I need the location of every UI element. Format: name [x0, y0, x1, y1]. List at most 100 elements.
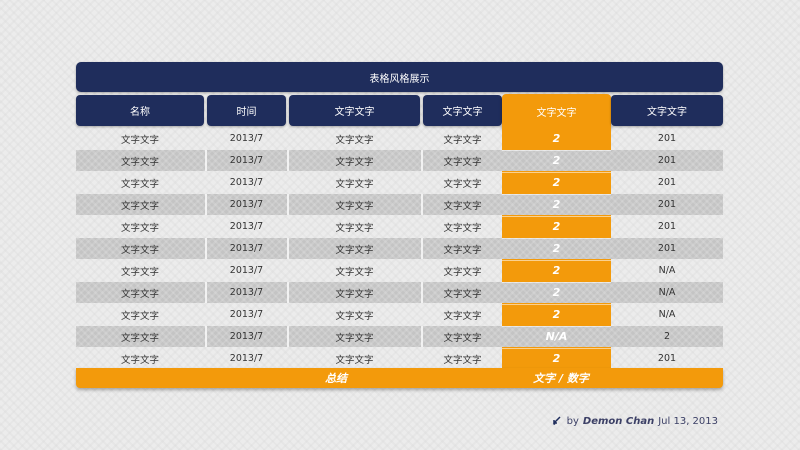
- table-cell: 2: [552, 286, 561, 299]
- footer-date: Jul 13, 2013: [658, 415, 718, 427]
- column-separator: [421, 282, 423, 303]
- header-col5-highlight: 文字文字: [502, 94, 611, 128]
- table-cell: 文字文字: [335, 134, 374, 146]
- table-cell: 2: [552, 154, 561, 167]
- table-cell: 2: [552, 198, 561, 211]
- header-col6: 文字文字: [611, 95, 723, 126]
- table-cell: 2: [663, 331, 671, 342]
- footer-by: by: [566, 415, 579, 427]
- column-separator: [205, 150, 207, 171]
- highlight-row-divider: [502, 172, 611, 173]
- table-cell: 文字文字: [443, 222, 482, 234]
- highlight-row-divider: [502, 194, 611, 195]
- table-cell: 文字文字: [335, 244, 374, 256]
- table-cell: 文字文字: [120, 156, 159, 168]
- highlight-row-divider: [502, 150, 611, 151]
- table-cell: 2013/7: [229, 177, 264, 188]
- summary-value: 文字 / 数字: [533, 372, 589, 385]
- table-cell: 文字文字: [443, 266, 482, 278]
- column-separator: [287, 150, 289, 171]
- cursor-arrow-icon: [552, 416, 561, 425]
- table-row: 文字文字 2013/7 文字文字 文字文字 2 N/A: [76, 304, 723, 325]
- table-cell: 2013/7: [229, 265, 264, 276]
- table-cell: 文字文字: [335, 156, 374, 168]
- table-row: 文字文字 2013/7 文字文字 文字文字 2 201: [76, 128, 723, 149]
- table-cell: 2013/7: [229, 199, 264, 210]
- table-row: 文字文字 2013/7 文字文字 文字文字 2 201: [76, 194, 723, 215]
- summary-label: 总结: [325, 372, 347, 385]
- table-row: 文字文字 2013/7 文字文字 文字文字 2 201: [76, 172, 723, 193]
- table-row: 文字文字 2013/7 文字文字 文字文字 2 201: [76, 348, 723, 369]
- highlight-row-divider: [502, 260, 611, 261]
- column-separator: [287, 194, 289, 215]
- table-cell: N/A: [545, 330, 568, 343]
- table-cell: 文字文字: [443, 244, 482, 256]
- table-cell: 2013/7: [229, 287, 264, 298]
- table-cell: 文字文字: [120, 310, 159, 322]
- table-cell: 2: [552, 132, 561, 145]
- header-name: 名称: [76, 95, 204, 126]
- table-cell: 文字文字: [335, 354, 374, 366]
- table-cell: 文字文字: [120, 178, 159, 190]
- header-col4: 文字文字: [423, 95, 502, 126]
- table-cell: 文字文字: [335, 178, 374, 190]
- table-cell: 文字文字: [120, 288, 159, 300]
- footer-author: Demon Chan: [582, 415, 655, 427]
- summary-bar: 总结 文字 / 数字: [76, 368, 723, 388]
- table-cell: 2013/7: [229, 331, 264, 342]
- table-cell: 文字文字: [335, 332, 374, 344]
- table-cell: 2013/7: [229, 155, 264, 166]
- table-cell: 文字文字: [335, 200, 374, 212]
- table-cell: 文字文字: [120, 134, 159, 146]
- column-separator: [287, 282, 289, 303]
- table-title: 表格风格展示: [369, 73, 430, 85]
- highlight-row-divider: [502, 238, 611, 239]
- table-cell: 文字文字: [120, 244, 159, 256]
- table-cell: 201: [657, 133, 677, 144]
- table-cell: N/A: [658, 265, 676, 276]
- table-cell: 文字文字: [120, 200, 159, 212]
- table-cell: 201: [657, 221, 677, 232]
- table-cell: 201: [657, 177, 677, 188]
- table-cell: 文字文字: [443, 178, 482, 190]
- column-separator: [421, 238, 423, 259]
- header-time: 时间: [207, 95, 286, 126]
- highlight-row-divider: [502, 348, 611, 349]
- table-row: 文字文字 2013/7 文字文字 文字文字 2 201: [76, 150, 723, 171]
- table-cell: 2013/7: [229, 221, 264, 232]
- column-separator: [205, 326, 207, 347]
- table-cell: 2: [552, 352, 561, 365]
- highlight-row-divider: [502, 304, 611, 305]
- table-cell: 文字文字: [120, 332, 159, 344]
- column-separator: [205, 238, 207, 259]
- table-cell: 2013/7: [229, 243, 264, 254]
- column-separator: [421, 326, 423, 347]
- table-cell: 文字文字: [443, 288, 482, 300]
- table-title-bar: 表格风格展示: [76, 62, 723, 92]
- table-cell: 文字文字: [443, 200, 482, 212]
- table-cell: 201: [657, 353, 677, 364]
- table-cell: 文字文字: [443, 134, 482, 146]
- table-cell: 文字文字: [335, 222, 374, 234]
- table-cell: 文字文字: [335, 310, 374, 322]
- table-cell: 201: [657, 199, 677, 210]
- table-cell: 文字文字: [120, 266, 159, 278]
- table-row: 文字文字 2013/7 文字文字 文字文字 2 N/A: [76, 260, 723, 281]
- table-cell: 文字文字: [443, 156, 482, 168]
- table-cell: 2: [552, 220, 561, 233]
- table-cell: N/A: [658, 287, 676, 298]
- highlight-row-divider: [502, 282, 611, 283]
- table-cell: 2013/7: [229, 133, 264, 144]
- table-row: 文字文字 2013/7 文字文字 文字文字 2 201: [76, 216, 723, 237]
- table-cell: 2: [552, 176, 561, 189]
- table-cell: N/A: [658, 309, 676, 320]
- column-separator: [421, 194, 423, 215]
- header-col3: 文字文字: [289, 95, 420, 126]
- column-separator: [421, 150, 423, 171]
- table-cell: 文字文字: [335, 266, 374, 278]
- table-cell: 201: [657, 155, 677, 166]
- table-row: 文字文字 2013/7 文字文字 文字文字 2 201: [76, 238, 723, 259]
- highlight-row-divider: [502, 326, 611, 327]
- table-row: 文字文字 2013/7 文字文字 文字文字 N/A 2: [76, 326, 723, 347]
- table-cell: 201: [657, 243, 677, 254]
